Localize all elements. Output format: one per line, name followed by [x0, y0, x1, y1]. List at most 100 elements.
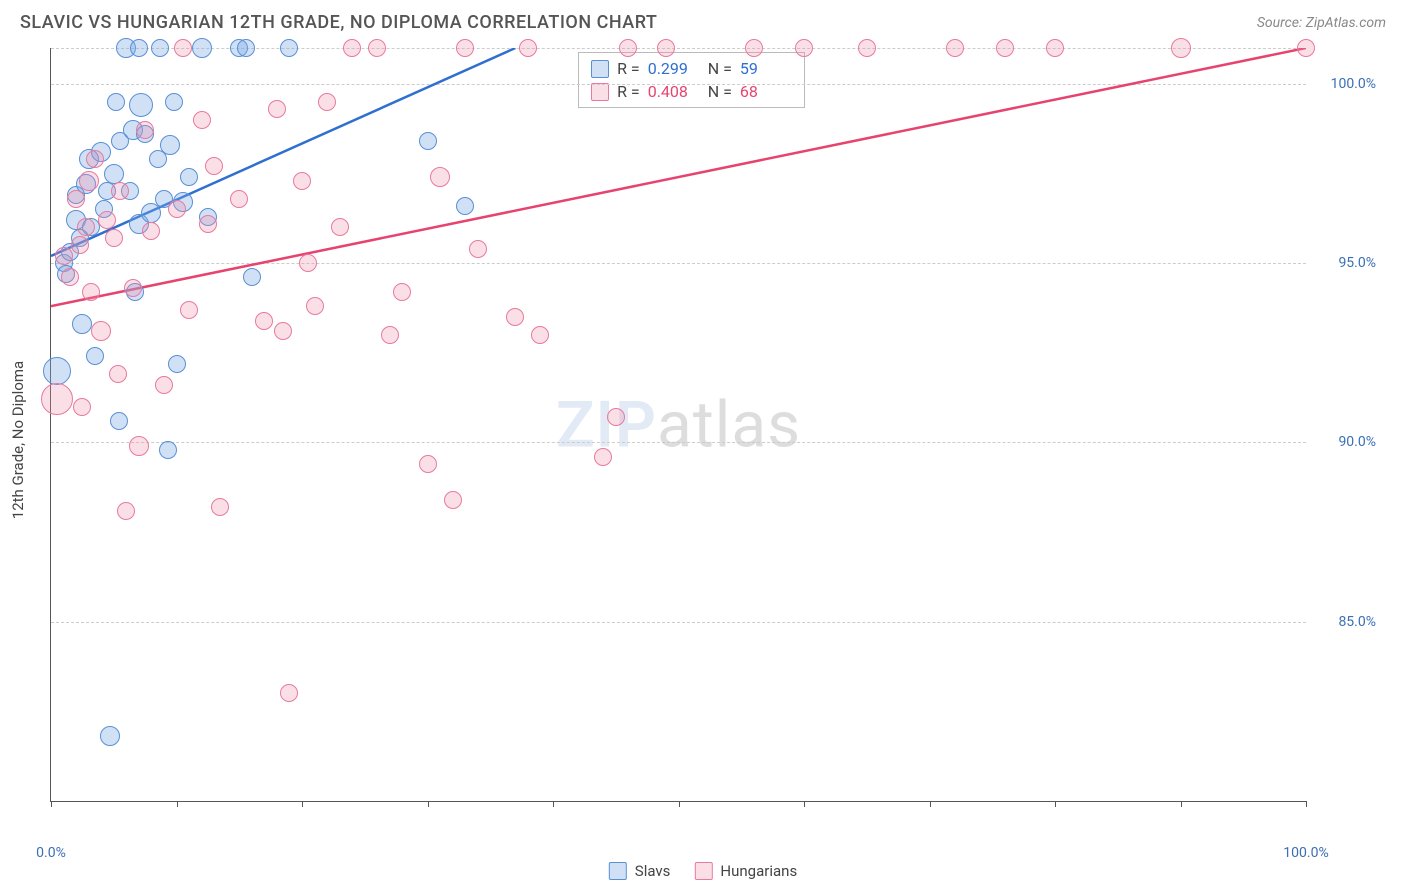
- chart-title: SLAVIC VS HUNGARIAN 12TH GRADE, NO DIPLO…: [20, 12, 657, 33]
- data-point: [151, 39, 169, 57]
- gridline: [51, 442, 1306, 443]
- data-point: [98, 211, 116, 229]
- data-point: [299, 254, 317, 272]
- trend-lines: [51, 48, 1306, 801]
- data-point: [168, 200, 186, 218]
- data-point: [117, 502, 135, 520]
- data-point: [77, 218, 95, 236]
- y-tick-label: 90.0%: [1316, 434, 1376, 450]
- data-point: [129, 436, 149, 456]
- data-point: [130, 39, 148, 57]
- data-point: [996, 39, 1014, 57]
- data-point: [381, 326, 399, 344]
- gridline: [51, 84, 1306, 85]
- data-point: [745, 39, 763, 57]
- watermark-atlas: atlas: [657, 387, 801, 462]
- chart-container: 12th Grade, No Diploma ZIPatlas R =0.299…: [50, 48, 1386, 832]
- data-point: [237, 39, 255, 57]
- data-point: [193, 111, 211, 129]
- n-value: 68: [740, 82, 792, 101]
- n-label: N =: [708, 82, 732, 101]
- data-point: [306, 297, 324, 315]
- legend-label: Slavs: [635, 862, 671, 880]
- data-point: [124, 279, 142, 297]
- data-point: [343, 39, 361, 57]
- gridline: [51, 263, 1306, 264]
- data-point: [104, 164, 124, 184]
- data-point: [268, 100, 286, 118]
- data-point: [274, 322, 292, 340]
- x-tick: [1055, 801, 1056, 807]
- data-point: [168, 355, 186, 373]
- data-point: [86, 150, 104, 168]
- r-label: R =: [617, 59, 640, 78]
- legend-label: Hungarians: [720, 862, 797, 880]
- n-value: 59: [740, 59, 792, 78]
- data-point: [142, 222, 160, 240]
- data-point: [519, 39, 537, 57]
- legend-item: Slavs: [609, 862, 671, 880]
- data-point: [86, 347, 104, 365]
- data-point: [82, 283, 100, 301]
- chart-source: Source: ZipAtlas.com: [1257, 15, 1386, 31]
- y-tick-label: 95.0%: [1316, 255, 1376, 271]
- data-point: [331, 218, 349, 236]
- y-axis-title: 12th Grade, No Diploma: [9, 361, 27, 519]
- data-point: [109, 365, 127, 383]
- data-point: [72, 314, 92, 334]
- data-point: [129, 93, 153, 117]
- data-point: [91, 321, 111, 341]
- x-tick: [930, 801, 931, 807]
- data-point: [506, 308, 524, 326]
- data-point: [165, 93, 183, 111]
- data-point: [858, 39, 876, 57]
- x-tick: [51, 801, 52, 807]
- data-point: [61, 268, 79, 286]
- data-point: [946, 39, 964, 57]
- data-point: [205, 157, 223, 175]
- data-point: [444, 491, 462, 509]
- data-point: [1297, 39, 1315, 57]
- plot-area: ZIPatlas R =0.299N =59R =0.408N =68 85.0…: [50, 48, 1306, 802]
- x-tick-label: 100.0%: [1283, 845, 1328, 861]
- x-tick: [428, 801, 429, 807]
- data-point: [419, 132, 437, 150]
- x-tick: [302, 801, 303, 807]
- x-tick: [1181, 801, 1182, 807]
- gridline: [51, 622, 1306, 623]
- data-point: [1046, 39, 1064, 57]
- x-tick: [804, 801, 805, 807]
- data-point: [393, 283, 411, 301]
- data-point: [255, 312, 273, 330]
- data-point: [531, 326, 549, 344]
- data-point: [318, 93, 336, 111]
- data-point: [67, 190, 85, 208]
- data-point: [199, 215, 217, 233]
- x-tick: [177, 801, 178, 807]
- n-label: N =: [708, 59, 732, 78]
- data-point: [795, 39, 813, 57]
- data-point: [79, 171, 99, 191]
- data-point: [105, 229, 123, 247]
- y-tick-label: 100.0%: [1316, 76, 1376, 92]
- data-point: [136, 121, 154, 139]
- legend: Slavs Hungarians: [609, 862, 797, 880]
- data-point: [180, 168, 198, 186]
- data-point: [55, 247, 73, 265]
- x-tick-label: 0.0%: [36, 845, 66, 861]
- data-point: [293, 172, 311, 190]
- data-point: [419, 455, 437, 473]
- data-point: [211, 498, 229, 516]
- data-point: [43, 357, 71, 385]
- data-point: [107, 93, 125, 111]
- r-value: 0.408: [648, 82, 700, 101]
- data-point: [430, 167, 450, 187]
- data-point: [111, 182, 129, 200]
- data-point: [110, 412, 128, 430]
- data-point: [607, 408, 625, 426]
- data-point: [469, 240, 487, 258]
- legend-swatch: [609, 862, 627, 880]
- data-point: [280, 684, 298, 702]
- y-tick-label: 85.0%: [1316, 614, 1376, 630]
- series-swatch: [591, 60, 609, 78]
